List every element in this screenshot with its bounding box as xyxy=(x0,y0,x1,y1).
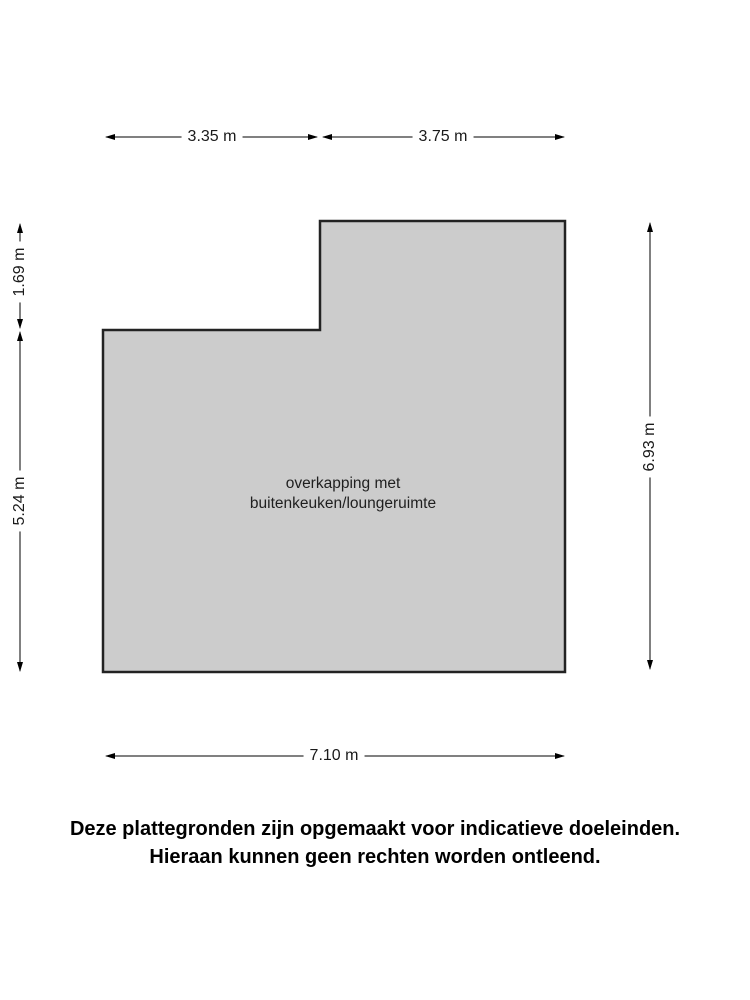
dimension-label-left-upper: 1.69 m xyxy=(11,241,29,303)
dimension-label-left-lower: 5.24 m xyxy=(11,470,29,532)
disclaimer-line2: Hieraan kunnen geen rechten worden ontle… xyxy=(149,846,601,868)
disclaimer: Deze plattegronden zijn opgemaakt voor i… xyxy=(0,815,750,871)
room-label: overkapping met buitenkeuken/loungeruimt… xyxy=(250,474,436,514)
dimension-label-top-left: 3.35 m xyxy=(181,128,243,146)
floorplan-shape xyxy=(101,219,567,674)
room-label-line2: buitenkeuken/loungeruimte xyxy=(249,495,437,512)
dimension-label-top-right: 3.75 m xyxy=(412,128,474,146)
dimension-label-bottom: 7.10 m xyxy=(303,747,365,765)
disclaimer-line1: Deze plattegronden zijn opgemaakt voor i… xyxy=(69,818,681,840)
room-label-line1: overkapping met xyxy=(285,475,401,492)
dimension-label-right: 6.93 m xyxy=(641,416,659,478)
